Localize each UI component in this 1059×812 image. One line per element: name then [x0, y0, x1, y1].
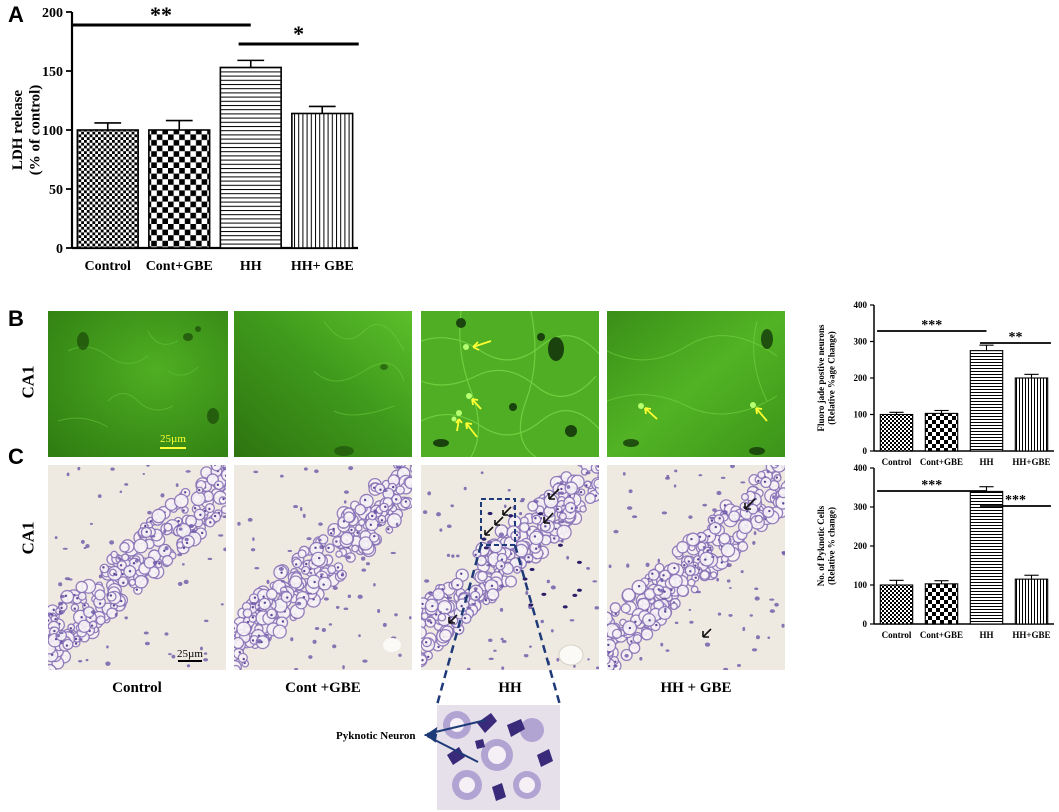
scale-bar-b-label: 25µm	[160, 433, 186, 445]
significance-label: *	[293, 21, 304, 46]
fluoro-texture-hh	[421, 311, 599, 457]
significance-label: **	[1008, 330, 1022, 345]
bar-cont-gbe	[148, 129, 211, 249]
y-tick-label: 100	[42, 124, 63, 139]
nissl-micrograph-hh	[421, 465, 599, 670]
bar-cont-gbe	[924, 412, 959, 452]
nissl-texture-cont-gbe	[234, 465, 412, 670]
nissl-micrograph-hh-gbe	[607, 465, 785, 670]
caption-hh-gbe: HH + GBE	[660, 680, 732, 696]
bar-hh	[969, 490, 1004, 625]
pyknotic-arrows-hh-gbe	[702, 498, 756, 638]
y-tick-label: 300	[854, 337, 868, 347]
scale-bar-c: 25µm	[177, 648, 203, 662]
x-tick-label: Cont+GBE	[920, 630, 963, 640]
x-tick-label: Control	[882, 457, 912, 467]
caption-hh: HH	[498, 680, 522, 696]
y-axis-label: No. of Pyknotic Cells(Relative % change)	[816, 505, 836, 586]
x-tick-label: HH	[979, 630, 993, 640]
nissl-texture-hh	[421, 465, 599, 670]
x-tick-label: HH+GBE	[1012, 457, 1050, 467]
fluoro-texture-cont-gbe	[234, 311, 412, 457]
inset-pyknotic-zoom	[437, 705, 560, 810]
significance-label: ***	[921, 318, 942, 333]
y-tick-label: 0	[863, 446, 868, 456]
y-tick-label: 300	[854, 502, 868, 512]
panel-letter-a: A	[8, 2, 24, 27]
x-tick-label: Cont+GBE	[920, 457, 963, 467]
fluoro-arrows-hh	[455, 340, 492, 438]
hh-annotations	[448, 488, 560, 624]
fluoro-texture-hh-gbe	[607, 311, 785, 457]
fluoro-micrograph-hh-gbe	[607, 311, 785, 457]
scale-bar-b	[160, 447, 186, 449]
pyknotic-neuron-label: Pyknotic Neuron	[336, 730, 416, 742]
x-tick-label: HH	[979, 457, 993, 467]
x-tick-label: HH+ GBE	[291, 259, 354, 274]
bar-cont-gbe	[924, 583, 959, 625]
x-tick-label: HH+GBE	[1012, 630, 1050, 640]
x-tick-label: HH	[240, 259, 262, 274]
x-tick-label: Control	[85, 259, 132, 274]
nissl-texture-control	[48, 465, 226, 670]
fluoro-texture-control: 25µm	[48, 311, 228, 457]
significance-label: ***	[921, 478, 942, 493]
y-axis-label: LDH release(% of control)	[10, 85, 43, 176]
y-tick-label: 50	[49, 183, 63, 198]
y-axis-label: Fluoro jade postive neurons(Relative %ag…	[816, 324, 836, 431]
zoom-box	[480, 498, 516, 546]
x-tick-label: Cont+GBE	[146, 259, 213, 274]
inset-texture	[437, 705, 560, 810]
significance-label: ***	[1005, 493, 1026, 508]
y-tick-label: 100	[854, 410, 868, 420]
chart-c-pyknotic-cells: 0 100 200 300 400 Control Cont+GBE HH HH+GBE *** *…	[816, 463, 1054, 640]
scale-bar-c-label: 25µm	[177, 648, 203, 660]
fluoro-micrograph-cont-gbe	[234, 311, 412, 457]
y-tick-label: 100	[854, 580, 868, 590]
y-tick-label: 400	[854, 300, 868, 310]
nissl-texture-hh-gbe	[607, 465, 785, 670]
x-tick-label: Control	[882, 630, 912, 640]
y-tick-label: 200	[854, 541, 868, 551]
y-tick-label: 0	[863, 619, 868, 629]
panel-letter-b: B	[8, 306, 24, 331]
y-tick-label: 200	[854, 373, 868, 383]
nissl-micrograph-control	[48, 465, 226, 670]
caption-control: Control	[112, 680, 162, 696]
nissl-micrograph-cont-gbe	[234, 465, 412, 670]
y-tick-label: 0	[56, 242, 63, 257]
fluoro-micrograph-hh	[421, 311, 599, 457]
bar-hh-gbe	[1014, 377, 1049, 452]
hh-gbe-annotations	[702, 498, 756, 638]
y-tick-label: 400	[854, 463, 868, 473]
bar-hh-gbe	[1014, 578, 1049, 625]
pyknotic-arrows-hh	[448, 488, 560, 624]
fluoro-arrows-hh-gbe	[644, 407, 768, 422]
caption-cont-gbe: Cont +GBE	[285, 680, 361, 696]
significance-label: **	[150, 2, 172, 27]
y-tick-label: 200	[42, 6, 63, 21]
panel-letter-c: C	[8, 444, 24, 469]
y-tick-label: 150	[42, 65, 63, 80]
fluoro-micrograph-control: 25µm	[48, 311, 228, 457]
bar-control	[879, 584, 914, 625]
bar-hh	[969, 350, 1004, 452]
